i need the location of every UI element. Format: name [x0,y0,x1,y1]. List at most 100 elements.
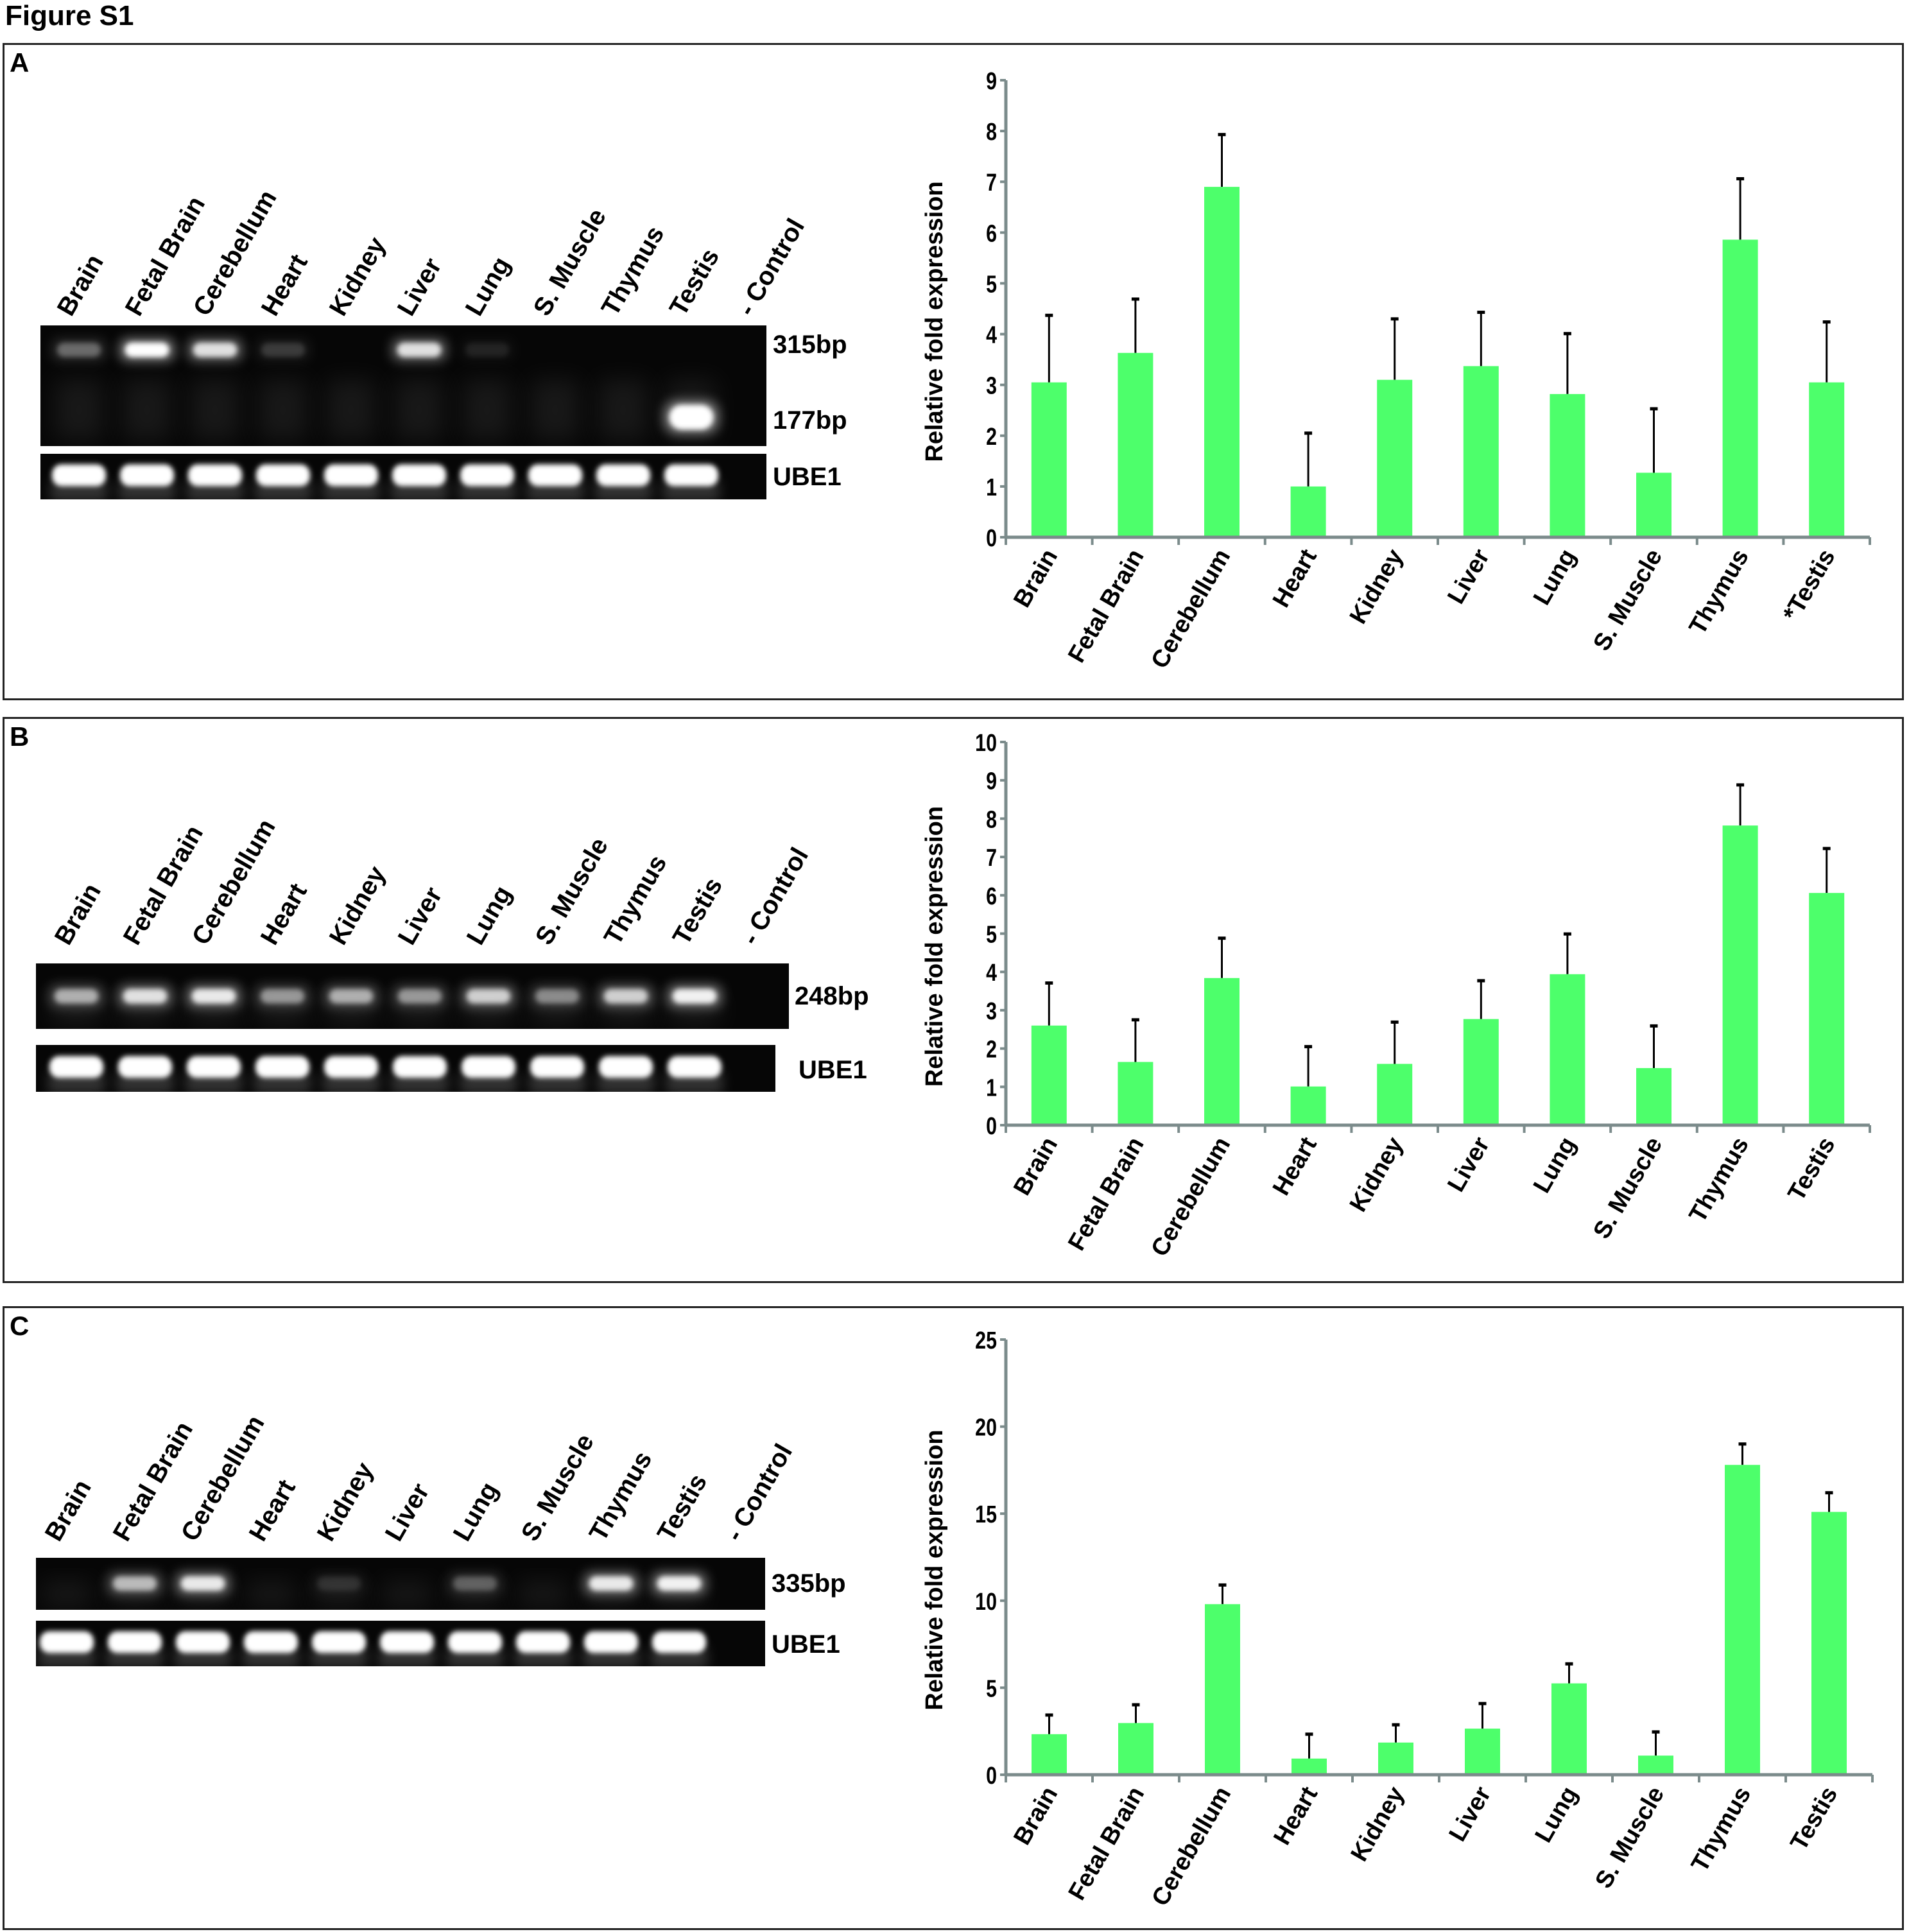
x-tick-label: Kidney [1345,545,1409,629]
bar [1638,1755,1673,1775]
gel-band [329,989,373,1003]
bar [1465,1729,1500,1775]
ube1-band [584,1631,638,1653]
ube1-band [255,1056,309,1078]
lane-label: Liver [392,254,447,321]
gel-band [125,343,169,357]
bar [1118,1062,1153,1125]
x-tick-label: S. Muscle [1588,545,1668,656]
x-tick-label: Brain [1008,545,1063,612]
y-tick-label: 6 [986,220,997,247]
bar [1811,1512,1847,1775]
lane-label: Thymus [599,850,673,950]
lane-label: Brain [49,879,107,950]
gel-smear [123,379,171,440]
panel-letter: C [10,1311,30,1341]
lane-label: - Control [732,214,810,320]
gel-band [589,1576,633,1591]
gel-band [193,343,237,357]
gel-band [317,1576,361,1591]
x-tick-label: Cerebellum [1146,1133,1236,1261]
bar [1377,1064,1413,1125]
y-tick-label: 2 [986,1036,997,1063]
x-tick-label: Kidney [1345,1133,1409,1217]
bar [1118,352,1153,537]
x-tick-label: S. Muscle [1588,1133,1668,1244]
y-tick-label: 10 [975,730,997,757]
y-tick-label: 1 [986,1074,997,1101]
x-tick-label: Thymus [1686,1782,1756,1877]
x-tick-label: Heart [1268,1782,1323,1849]
ube1-band [599,1056,653,1078]
x-tick-label: Heart [1268,1132,1322,1200]
x-tick-label: Lung [1530,1782,1583,1847]
control-gel-label: UBE1 [799,1056,867,1084]
gel-band [453,1576,497,1591]
x-tick-label: Testis [1783,1133,1841,1206]
bar [1809,893,1845,1125]
bar [1550,974,1585,1125]
ube1-band [596,464,650,487]
y-tick-label: 5 [986,1675,997,1702]
lane-label: Kidney [312,1457,379,1546]
ube1-band [188,464,242,487]
bar [1204,978,1240,1125]
ube1-band [664,464,718,487]
lane-label: - Control [736,843,814,949]
ube1-band [40,1631,94,1653]
x-tick-label: Brain [1008,1782,1063,1850]
gel-band [657,1576,701,1591]
ube1-band [462,1056,515,1078]
bar [1031,382,1067,537]
y-tick-label: 9 [986,768,997,795]
ube1-band [380,1631,434,1653]
lane-label: Lung [462,881,517,950]
control-gel-label: UBE1 [773,463,842,491]
y-tick-label: 7 [986,169,997,196]
gel-band [604,989,648,1003]
x-tick-label: Liver [1444,1782,1497,1846]
y-tick-label: 10 [975,1589,997,1616]
gel-band [192,989,236,1003]
ube1-band [393,1056,447,1078]
ube1-band [460,464,514,487]
bar [1291,1758,1327,1775]
gel-band [123,989,167,1003]
ube1-band [516,1631,570,1653]
lane-label: Lung [460,252,516,321]
bar [1290,1086,1326,1125]
lane-label: Heart [244,1475,301,1546]
bar [1725,1465,1760,1775]
bar [1722,825,1758,1125]
gel-smear [519,1581,567,1607]
panel-b: B [3,717,1904,1283]
gel-smear [463,379,512,440]
bar [1551,1683,1587,1775]
gel-band [397,343,441,357]
gel-smear [395,379,444,440]
gel-band [673,989,716,1003]
y-tick-label: 4 [986,322,997,349]
gel-band [467,989,510,1003]
y-tick-label: 4 [986,960,997,987]
gel-band [398,989,442,1003]
lane-label: Heart [255,879,313,950]
gel-smear [246,1581,295,1607]
bar [1722,239,1758,537]
lane-label: Kidney [324,861,392,949]
band-size-label: 248bp [795,982,869,1010]
gel-band [465,343,509,357]
y-tick-label: 8 [986,806,997,833]
gel-smear [259,379,307,440]
ube1-band [118,1056,172,1078]
x-tick-label: Fetal Brain [1064,1782,1150,1905]
band-size-label: 177bp [773,406,847,435]
y-tick-label: 5 [986,921,997,948]
ube1-band [324,464,378,487]
y-axis-title: Relative fold expression [921,181,948,461]
gel-band [535,989,579,1003]
